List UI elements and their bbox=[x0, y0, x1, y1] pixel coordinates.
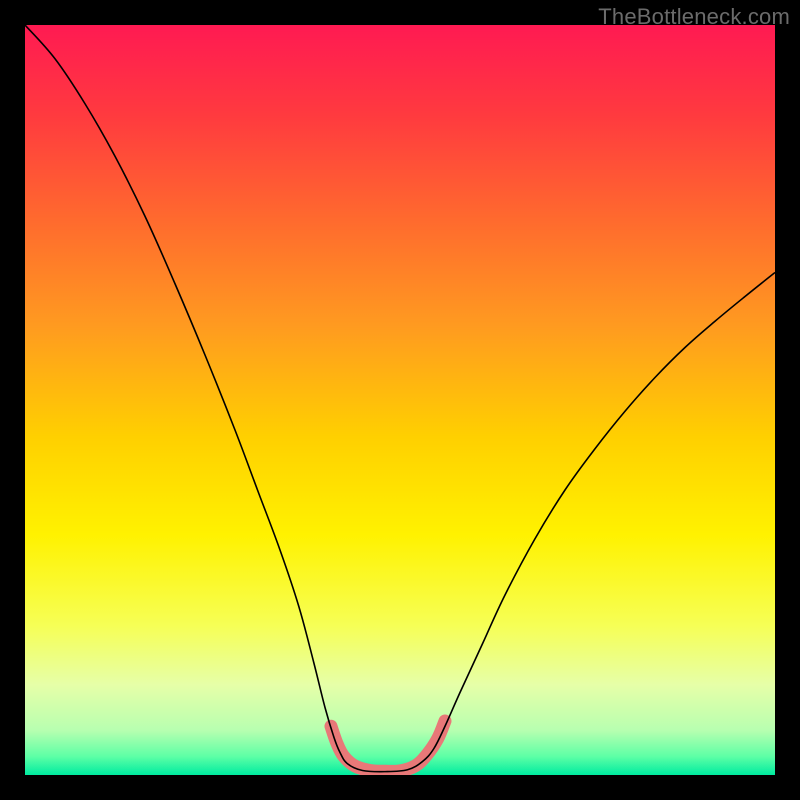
gradient-background bbox=[25, 25, 775, 775]
plot-area bbox=[25, 25, 775, 775]
outer-frame: TheBottleneck.com bbox=[0, 0, 800, 800]
watermark-text: TheBottleneck.com bbox=[598, 4, 790, 30]
